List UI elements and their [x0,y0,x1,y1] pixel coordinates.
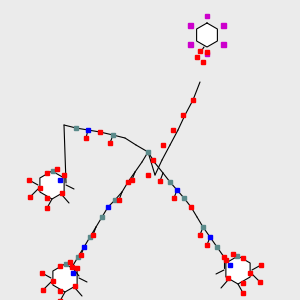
Bar [151,158,155,162]
Polygon shape [40,171,64,199]
Bar [79,253,83,257]
Bar [40,271,44,275]
Bar [188,23,193,28]
Bar [51,279,55,283]
Bar [205,14,209,18]
Bar [146,150,150,154]
Bar [82,245,86,249]
Bar [258,280,262,284]
Bar [45,171,49,175]
Bar [161,143,165,147]
Polygon shape [226,256,250,284]
Bar [228,263,232,267]
Bar [226,276,230,280]
Bar [224,258,228,262]
Bar [106,205,110,209]
Bar [111,133,115,137]
Bar [222,255,226,259]
Bar [241,291,245,295]
Bar [45,196,49,200]
Bar [241,281,245,285]
Bar [113,198,117,202]
Bar [27,178,31,182]
Bar [58,289,62,293]
Bar [198,49,202,53]
Bar [91,233,95,237]
Bar [201,60,205,64]
Bar [198,233,202,237]
Bar [188,42,193,47]
Bar [235,254,239,258]
Bar [182,196,186,200]
Bar [58,299,62,300]
Polygon shape [53,264,77,292]
Bar [58,264,62,268]
Bar [88,235,92,239]
Bar [201,225,205,229]
Bar [28,195,32,199]
Bar [205,243,209,247]
Bar [248,271,252,275]
Bar [146,173,150,177]
Bar [171,128,175,132]
Bar [195,55,199,59]
Bar [259,263,263,267]
Bar [38,186,42,190]
Bar [221,42,226,47]
Bar [215,245,219,249]
Bar [175,188,179,192]
Bar [108,141,112,145]
Bar [62,173,66,177]
Bar [117,198,121,202]
Bar [74,126,78,130]
Bar [70,265,74,269]
Bar [58,178,62,182]
Bar [75,266,79,270]
Bar [64,262,68,266]
Bar [84,136,88,140]
Bar [60,191,64,195]
Bar [158,179,162,183]
Bar [205,50,209,54]
Bar [168,180,172,184]
Bar [76,255,80,259]
Bar [189,205,193,209]
Bar [126,180,130,184]
Bar [45,206,49,210]
Bar [100,215,104,219]
Bar [98,130,102,134]
Bar [51,169,55,173]
Bar [191,98,195,102]
Bar [221,23,226,28]
Bar [41,288,45,292]
Bar [181,113,185,117]
Bar [86,128,90,132]
Bar [208,235,212,239]
Bar [130,178,134,182]
Bar [73,284,77,288]
Bar [68,260,72,264]
Bar [71,271,75,275]
Polygon shape [196,23,218,47]
Bar [205,52,209,56]
Bar [55,167,59,171]
Bar [231,252,235,256]
Bar [241,256,245,260]
Bar [172,196,176,200]
